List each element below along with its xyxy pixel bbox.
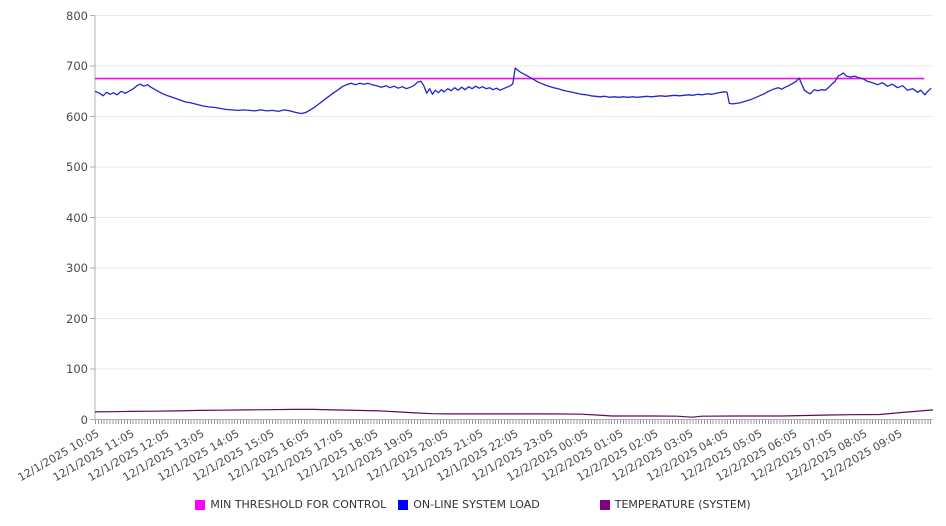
y-axis-label: 600 <box>66 109 88 124</box>
legend-label-temperature: TEMPERATURE (SYSTEM) <box>614 498 751 511</box>
y-axis-label: 700 <box>66 59 88 73</box>
y-axis-label: 800 <box>66 8 88 23</box>
y-axis-label: 500 <box>66 160 88 174</box>
legend-label-system-load: ON-LINE SYSTEM LOAD <box>413 498 540 511</box>
system-load-line <box>94 67 932 115</box>
temperature-line <box>94 408 934 418</box>
legend-label-min-threshold: MIN THRESHOLD FOR CONTROL <box>210 498 387 511</box>
x-axis-minor-ticks <box>95 420 933 424</box>
legend-item-min-threshold: MIN THRESHOLD FOR CONTROL <box>195 498 386 511</box>
system-load-swatch-icon <box>398 499 409 510</box>
temperature-swatch-icon <box>599 499 610 510</box>
y-axis-label: 200 <box>66 311 88 326</box>
y-axis-label: 300 <box>66 261 88 275</box>
y-axis-label: 100 <box>66 362 88 376</box>
y-axis-label: 0 <box>80 412 88 427</box>
y-axis-label: 400 <box>66 210 88 225</box>
legend-item-system-load: ON-LINE SYSTEM LOAD <box>398 498 540 511</box>
legend: MIN THRESHOLD FOR CONTROL ON-LINE SYSTEM… <box>0 498 946 511</box>
legend-item-temperature: TEMPERATURE (SYSTEM) <box>599 498 751 511</box>
min-threshold-swatch-icon <box>195 499 206 510</box>
